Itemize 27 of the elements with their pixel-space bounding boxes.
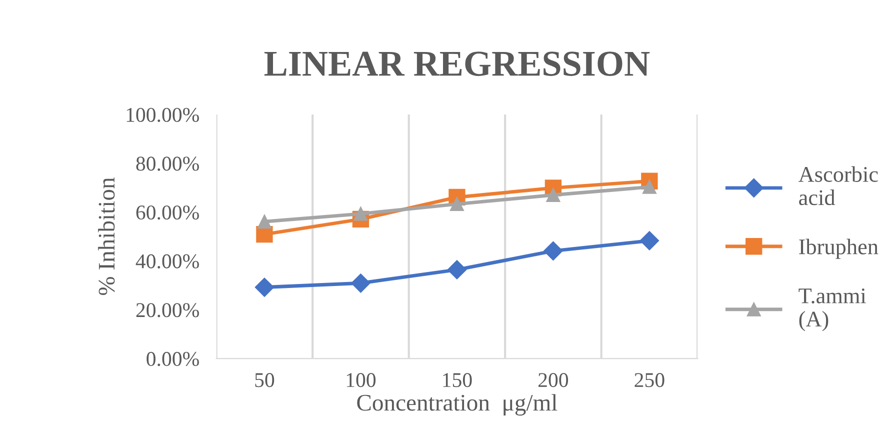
x-tick-label: 50: [255, 373, 274, 388]
legend-label: Ascorbic acid: [798, 166, 878, 206]
y-tick-label: 20.00%: [136, 303, 199, 318]
point: [447, 260, 466, 280]
y-tick-label: 100.00%: [126, 108, 199, 122]
x-tick-label: 100: [346, 373, 376, 388]
legend-label: Ibruphen: [799, 238, 878, 259]
point: [450, 197, 464, 211]
point: [640, 231, 659, 250]
x-tick-label: 150: [443, 373, 472, 388]
y-tick-label: 60.00%: [136, 205, 199, 220]
point: [642, 180, 656, 194]
chart-title: LINEAR REGRESSION: [264, 52, 650, 76]
y-tick-label: 0.00%: [146, 352, 199, 366]
x-axis-title: Concentration μg/ml: [357, 394, 558, 416]
y-axis-title: % Inhibition: [98, 178, 115, 296]
point: [546, 188, 560, 202]
x-tick-label: 200: [538, 373, 568, 388]
legend-label: T.ammi (A): [798, 288, 866, 332]
point: [354, 206, 368, 221]
point: [544, 241, 563, 260]
y-tick-label: 80.00%: [136, 156, 199, 171]
y-tick-label: 40.00%: [136, 254, 199, 268]
x-tick-label: 250: [634, 373, 664, 388]
point: [351, 274, 370, 293]
point: [258, 214, 272, 229]
point: [254, 278, 274, 297]
